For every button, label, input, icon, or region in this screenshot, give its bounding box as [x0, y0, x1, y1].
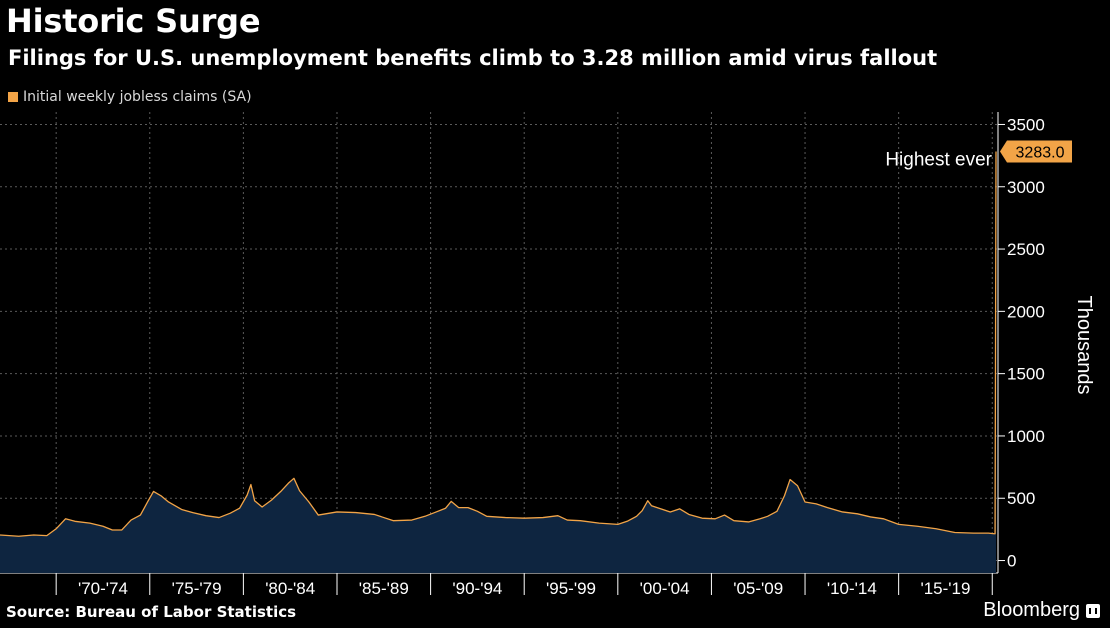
- y-tick-label: 2000: [1007, 302, 1045, 321]
- x-tick-label: '75-'79: [172, 579, 222, 598]
- y-tick-label: 1500: [1007, 365, 1045, 384]
- value-callout-tag: [1000, 140, 1072, 163]
- chart-legend: Initial weekly jobless claims (SA): [8, 89, 252, 105]
- x-tick-label: '00-'04: [640, 579, 690, 598]
- y-axis-title: Thousands: [1073, 296, 1095, 395]
- x-tick-label: '80-'84: [265, 579, 315, 598]
- x-tick-label: '10-'14: [827, 579, 877, 598]
- x-tick-label: '95-'99: [546, 579, 596, 598]
- x-tick-label: '85-'89: [359, 579, 409, 598]
- legend-swatch-icon: [8, 92, 18, 102]
- bloomberg-icon: [1086, 603, 1100, 618]
- source-note: Source: Bureau of Labor Statistics: [6, 603, 297, 621]
- annotation-label: Highest ever: [885, 149, 992, 170]
- jobless-claims-chart: 0 500 1000 1500 2000 2500 3000 3500 '70-'74 '75-'…: [0, 112, 1095, 598]
- y-tick-label: 3500: [1007, 115, 1045, 134]
- brand-name: Bloomberg: [983, 599, 1080, 621]
- chart-title: Historic Surge: [6, 2, 261, 40]
- series-line: [0, 151, 997, 537]
- y-tick-label: 1000: [1007, 427, 1045, 446]
- series-area: [0, 151, 996, 573]
- x-tick-label: '70-'74: [78, 579, 128, 598]
- y-tick-label: 0: [1007, 552, 1016, 571]
- x-tick-label: '15-'19: [920, 579, 970, 598]
- x-tick-label: '05-'09: [733, 579, 783, 598]
- y-tick-label: 500: [1007, 489, 1035, 508]
- y-tick-label: 3000: [1007, 178, 1045, 197]
- x-tick-label: '90-'94: [452, 579, 502, 598]
- y-tick-label: 2500: [1007, 240, 1045, 259]
- chart-subtitle: Filings for U.S. unemployment benefits c…: [8, 46, 938, 70]
- legend-label: Initial weekly jobless claims (SA): [23, 89, 252, 105]
- brand-logo: Bloomberg: [983, 599, 1100, 622]
- value-callout-label: 3283.0: [1016, 144, 1065, 161]
